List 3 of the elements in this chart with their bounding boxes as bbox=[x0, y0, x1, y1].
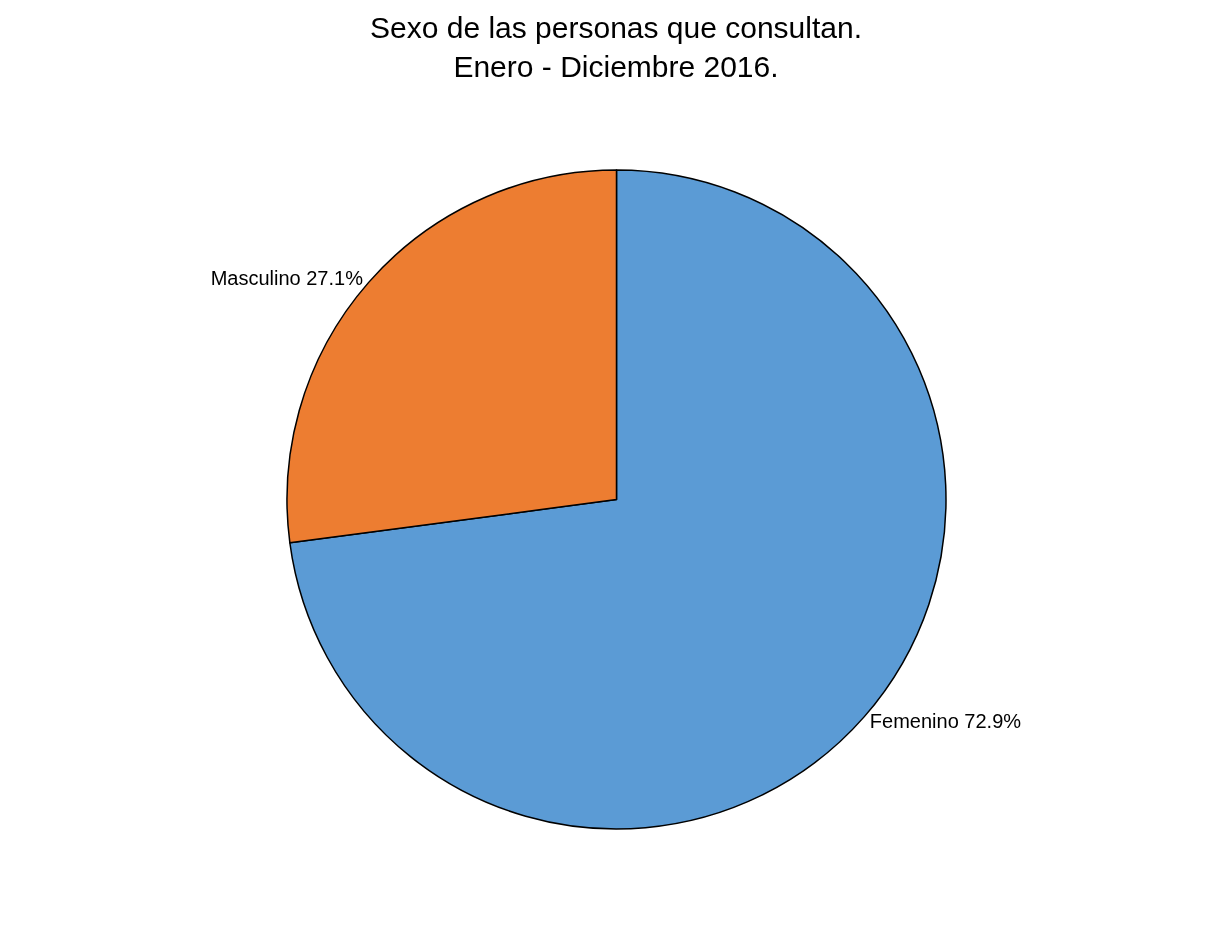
chart-title: Sexo de las personas que consultan. Enero - Diciembre 2016. bbox=[370, 10, 862, 83]
slice-label: Masculino 27.1% bbox=[210, 266, 364, 289]
slice-label: Femenino 72.9% bbox=[869, 710, 1022, 733]
